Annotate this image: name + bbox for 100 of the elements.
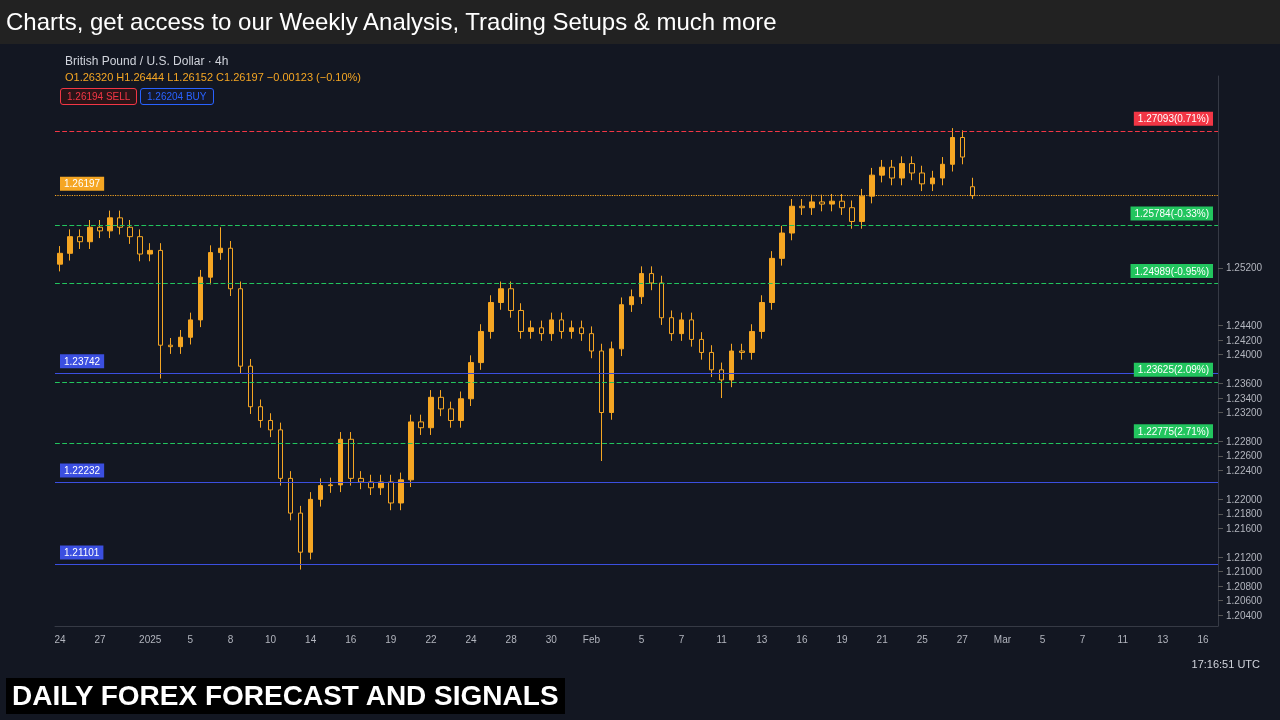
candlestick <box>528 320 534 340</box>
text: 17:16:51 UTC <box>1191 658 1260 670</box>
candlestick <box>137 228 143 262</box>
candlestick <box>589 325 594 359</box>
candlestick <box>539 320 544 342</box>
candlestick <box>67 228 73 262</box>
candlestick <box>759 294 765 340</box>
candlestick <box>478 323 484 371</box>
candlestick <box>158 242 163 379</box>
candlestick <box>739 343 745 361</box>
candlestick <box>609 341 614 421</box>
candlestick <box>579 320 584 342</box>
x-tick-label: 21 <box>876 633 889 645</box>
candlestick <box>218 226 223 261</box>
text: DAILY FOREX FORECAST AND SIGNALS <box>6 678 565 714</box>
candlestick <box>899 155 905 186</box>
ref-line-label: 1.22232 <box>64 465 101 477</box>
candlestick <box>468 354 474 407</box>
candlestick <box>278 422 283 487</box>
candlestick <box>107 210 113 239</box>
ref-line-label: 1.22775(2.71%) <box>1137 425 1209 437</box>
x-tick-label: 14 <box>305 633 317 645</box>
y-tick-label: 1.21000 <box>1226 566 1263 578</box>
x-tick-label: 30 <box>545 633 558 645</box>
x-tick-label: 16 <box>345 633 357 645</box>
candlestick <box>238 281 243 374</box>
y-tick-label: 1.24400 <box>1226 320 1263 332</box>
candlestick <box>328 477 333 494</box>
candlestick <box>358 470 364 490</box>
y-tick-label: 1.21800 <box>1226 508 1263 520</box>
candlestick <box>428 389 434 436</box>
x-tick-label: 24 <box>465 633 478 645</box>
candlestick <box>208 244 213 285</box>
x-tick-label: 25 <box>916 633 929 645</box>
candlestick <box>789 198 795 241</box>
candlestick <box>438 389 444 417</box>
y-tick-label: 1.24200 <box>1226 334 1263 346</box>
y-tick-label: 1.22800 <box>1226 435 1263 447</box>
candlestick <box>679 312 684 342</box>
candlestick <box>569 320 574 340</box>
candlestick <box>639 265 644 305</box>
y-tick-label: 1.22600 <box>1226 450 1263 462</box>
y-tick-label: 1.23600 <box>1226 378 1263 390</box>
candlestick <box>619 296 624 357</box>
candlestick <box>268 412 273 438</box>
candlestick <box>288 470 293 521</box>
candlestick <box>97 219 103 239</box>
candlestick <box>549 312 554 342</box>
y-tick-label: 1.22000 <box>1226 493 1263 505</box>
y-tick-label: 1.22400 <box>1226 464 1263 476</box>
candlestick <box>508 281 514 319</box>
candlestick <box>117 210 123 235</box>
x-tick-label: 19 <box>385 633 397 645</box>
candlestick <box>458 391 464 429</box>
candlestick <box>919 165 925 192</box>
candlestick <box>338 431 343 493</box>
y-tick-label: 1.21600 <box>1226 522 1263 534</box>
candlestick <box>168 337 173 355</box>
candlestick <box>749 323 755 361</box>
candlestick <box>960 129 965 165</box>
x-tick-label: 5 <box>1039 633 1046 645</box>
x-tick-label: 5 <box>638 633 645 645</box>
candlestick <box>308 491 313 560</box>
x-tick-label: 7 <box>1079 633 1086 645</box>
candlestick <box>248 358 253 415</box>
y-tick-label: 1.25200 <box>1226 262 1263 274</box>
candlestick <box>940 156 945 186</box>
ref-line-label: 1.27093(0.71%) <box>1137 113 1209 125</box>
x-tick-label: 11 <box>716 633 728 645</box>
candlestick <box>398 472 404 511</box>
candlestick <box>228 240 233 297</box>
y-tick-label: 1.20400 <box>1226 609 1263 621</box>
y-tick-label: 1.23400 <box>1226 392 1263 404</box>
candlestick <box>909 155 915 181</box>
candlestick <box>799 198 805 216</box>
candlestick <box>779 225 785 267</box>
x-tick-label: 13 <box>756 633 768 645</box>
y-tick-label: 1.20800 <box>1226 580 1263 592</box>
candlestick <box>87 219 93 250</box>
x-tick-label: Mar <box>993 633 1012 645</box>
annotation: 1.26194 SELL <box>60 88 138 105</box>
y-tick-label: 1.20600 <box>1226 595 1263 607</box>
chart-subtitle: O1.26320 H1.26444 L1.26152 C1.26197 −0.00123 (−0.10%) <box>65 70 362 83</box>
x-tick-label: 13 <box>1157 633 1169 645</box>
candlestick <box>669 309 674 342</box>
candlestick <box>659 275 664 326</box>
candlestick <box>488 294 494 340</box>
text: Charts, get access to our Weekly Analysis, Trading Setups & much more <box>0 0 1280 44</box>
candlestick <box>889 159 895 186</box>
x-tick-label: 2025 <box>139 633 162 645</box>
annotation: 1.26204 BUY <box>140 88 214 105</box>
ref-line-label: 1.25784(-0.33%) <box>1134 208 1209 220</box>
candlestick <box>57 245 63 272</box>
candlestick <box>699 331 704 361</box>
y-tick-label: 1.21200 <box>1226 551 1263 563</box>
ref-line-label: 1.24989(-0.95%) <box>1134 265 1209 277</box>
candlestick <box>348 431 354 487</box>
chart-title: British Pound / U.S. Dollar · 4h <box>65 54 229 68</box>
x-tick-label: 28 <box>505 633 518 645</box>
x-tick-label: 27 <box>956 633 969 645</box>
